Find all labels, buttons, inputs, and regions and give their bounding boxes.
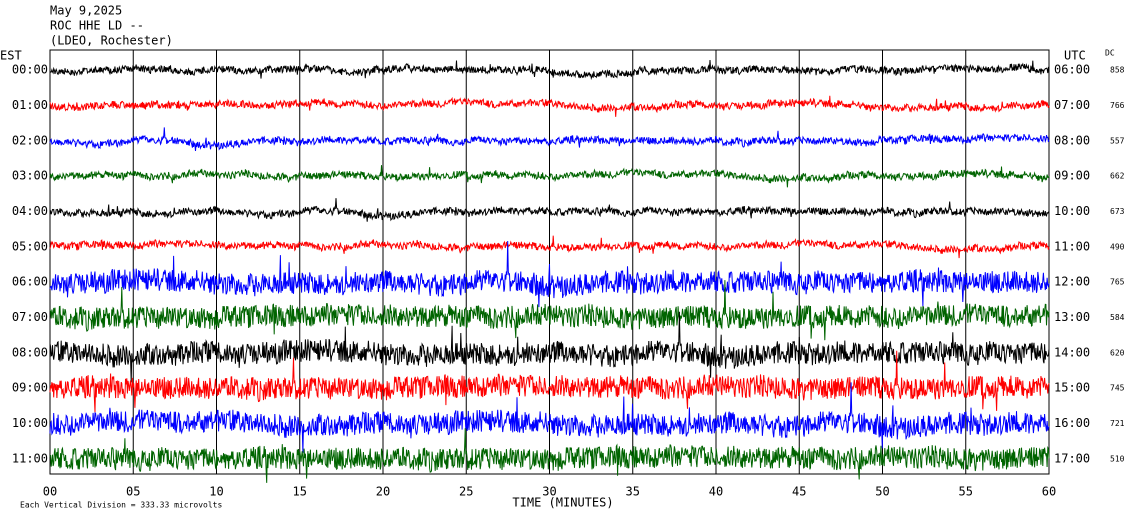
est-label: 07:00 (12, 310, 48, 324)
x-tick-label: 00 (43, 485, 57, 499)
x-tick-label: 15 (293, 485, 307, 499)
x-tick-label: 20 (376, 485, 390, 499)
dc-value: 510 (1110, 454, 1125, 463)
utc-label: 10:00 (1054, 204, 1090, 218)
est-label: 00:00 (12, 63, 48, 77)
utc-label: 07:00 (1054, 98, 1090, 112)
utc-label: 06:00 (1054, 63, 1090, 77)
dc-title: DC (1105, 49, 1115, 58)
dc-value: 765 (1110, 278, 1125, 287)
utc-label: 17:00 (1054, 451, 1090, 465)
trace (49, 280, 1050, 341)
dc-value: 490 (1110, 242, 1125, 251)
dc-value: 766 (1110, 101, 1125, 110)
trace (49, 350, 1050, 413)
left-axis-title: EST (0, 49, 22, 63)
x-tick-label: 45 (792, 485, 806, 499)
date: May 9,2025 (50, 4, 122, 18)
dc-value: 620 (1110, 348, 1125, 357)
est-label: 08:00 (12, 345, 48, 359)
utc-label: 14:00 (1054, 345, 1090, 359)
trace (49, 382, 1050, 453)
dc-value: 858 (1110, 66, 1125, 75)
trace (49, 428, 1050, 483)
x-tick-label: 40 (709, 485, 723, 499)
station: ROC HHE LD -- (50, 19, 144, 33)
est-label: 09:00 (12, 381, 48, 395)
x-tick-label: 35 (626, 485, 640, 499)
right-axis-title: UTC (1064, 49, 1086, 63)
dc-value: 721 (1110, 419, 1125, 428)
x-tick-label: 60 (1042, 485, 1056, 499)
est-label: 01:00 (12, 98, 48, 112)
utc-label: 15:00 (1054, 381, 1090, 395)
x-tick-label: 05 (126, 485, 140, 499)
trace (49, 235, 1050, 259)
utc-label: 13:00 (1054, 310, 1090, 324)
est-label: 03:00 (12, 169, 48, 183)
x-tick-label: 55 (959, 485, 973, 499)
utc-label: 16:00 (1054, 416, 1090, 430)
trace (49, 127, 1050, 152)
est-label: 04:00 (12, 204, 48, 218)
est-label: 10:00 (12, 416, 48, 430)
x-tick-label: 30 (542, 485, 556, 499)
utc-label: 12:00 (1054, 275, 1090, 289)
est-label: 11:00 (12, 451, 48, 465)
utc-label: 08:00 (1054, 133, 1090, 147)
trace (49, 95, 1050, 117)
trace (49, 165, 1050, 188)
dc-value: 584 (1110, 313, 1125, 322)
est-label: 05:00 (12, 239, 48, 253)
x-axis-title: TIME (MINUTES) (512, 496, 613, 510)
trace (49, 198, 1050, 222)
utc-label: 09:00 (1054, 169, 1090, 183)
dc-value: 673 (1110, 207, 1125, 216)
traces (49, 50, 1050, 483)
trace (49, 59, 1050, 81)
dc-value: 557 (1110, 136, 1125, 145)
trace (49, 311, 1050, 383)
x-tick-label: 50 (875, 485, 889, 499)
dc-value: 662 (1110, 172, 1125, 181)
x-tick-label: 25 (459, 485, 473, 499)
utc-label: 11:00 (1054, 239, 1090, 253)
est-label: 06:00 (12, 275, 48, 289)
dc-value: 745 (1110, 384, 1125, 393)
trace (49, 240, 1050, 308)
footnote: Each Vertical Division = 333.33 microvol… (20, 501, 222, 510)
est-label: 02:00 (12, 133, 48, 147)
network: (LDEO, Rochester) (50, 34, 173, 48)
x-tick-label: 10 (209, 485, 223, 499)
